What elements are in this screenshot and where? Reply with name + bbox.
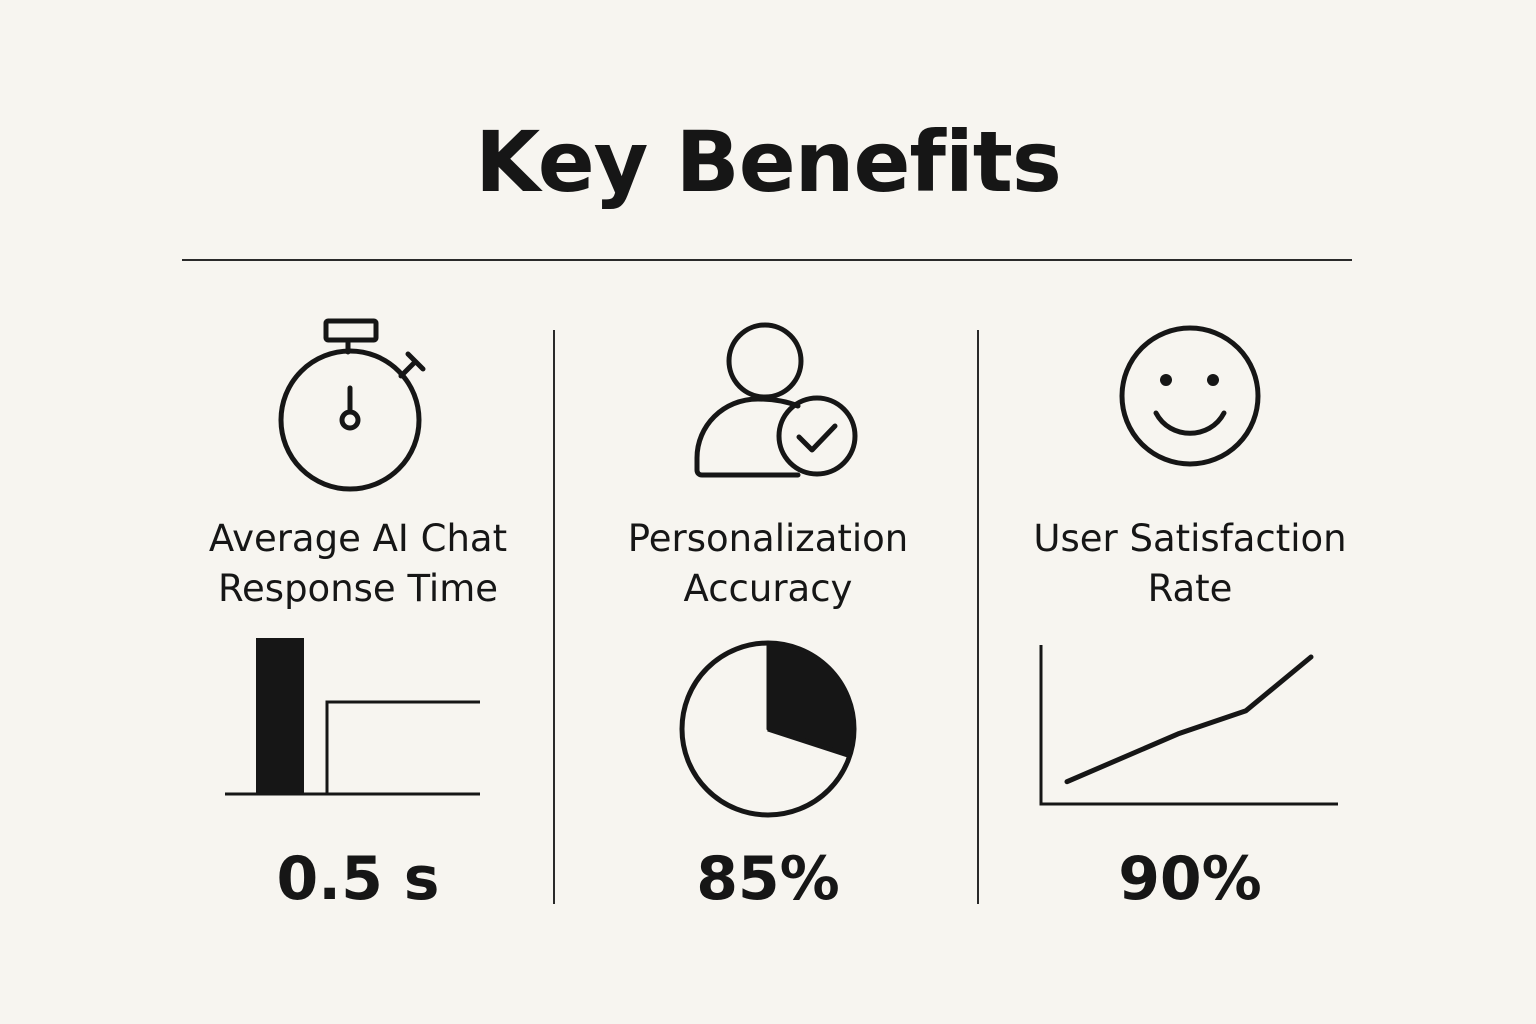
stopwatch-icon bbox=[278, 318, 426, 492]
bar-outline bbox=[325, 700, 480, 794]
benefit-value: 85% bbox=[696, 844, 840, 914]
benefit-card-response-time: Average AI Chat Response Time 0.5 s bbox=[158, 300, 558, 940]
satisfaction-line-chart bbox=[1039, 645, 1338, 806]
column-divider-1 bbox=[553, 330, 555, 904]
benefit-card-satisfaction: User Satisfaction Rate 90% bbox=[990, 300, 1390, 940]
benefit-label: Personalization Accuracy bbox=[627, 517, 909, 610]
benefit-value: 0.5 s bbox=[276, 844, 440, 914]
smiley-face-icon bbox=[1119, 325, 1261, 467]
pie-slice-highlighted bbox=[766, 641, 856, 758]
satisfaction-trend-line bbox=[1064, 654, 1314, 785]
pie-slice-edge bbox=[767, 726, 851, 758]
response-time-bar-chart bbox=[225, 638, 480, 796]
benefit-label: Average AI Chat Response Time bbox=[208, 517, 508, 610]
title-underline bbox=[182, 259, 1352, 261]
page-title: Key Benefits bbox=[475, 113, 1062, 211]
bar-filled bbox=[256, 638, 304, 794]
column-divider-2 bbox=[977, 330, 979, 904]
user-check-icon bbox=[694, 322, 858, 478]
benefit-value: 90% bbox=[1118, 844, 1262, 914]
benefit-label: User Satisfaction Rate bbox=[1033, 517, 1347, 610]
benefit-card-personalization: Personalization Accuracy 85% bbox=[568, 300, 968, 940]
line-chart-axes bbox=[1039, 645, 1338, 806]
accuracy-pie-chart bbox=[679, 640, 857, 818]
